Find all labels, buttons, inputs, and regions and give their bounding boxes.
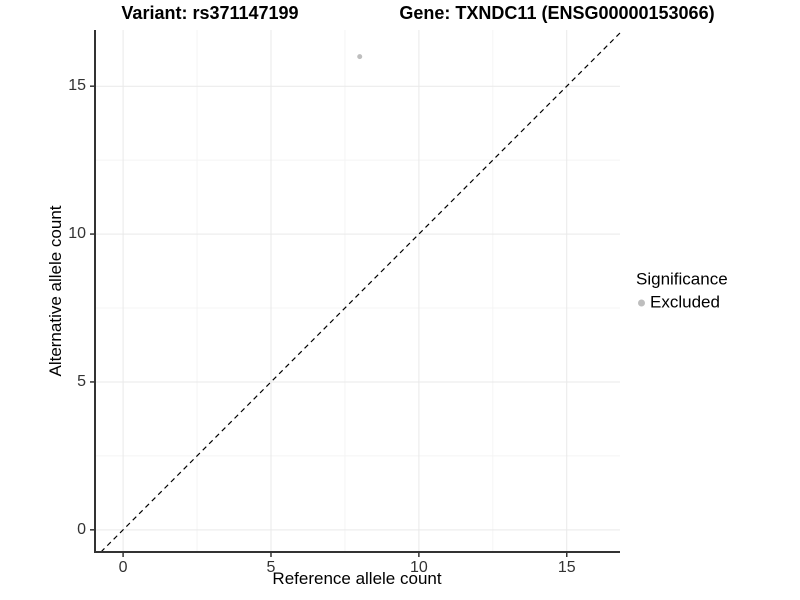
plot-title-gene: Gene: TXNDC11 (ENSG00000153066)	[399, 3, 715, 23]
y-tick-label: 15	[68, 77, 86, 95]
y-axis-label: Alternative allele count	[46, 205, 65, 377]
y-tick-label: 10	[68, 225, 86, 243]
excluded-point-icon	[638, 299, 645, 306]
x-tick-label: 10	[409, 559, 428, 576]
data-point-excluded	[357, 54, 363, 60]
plot-title-variant: Variant: rs371147199	[121, 3, 299, 23]
y-tick-label: 0	[77, 520, 86, 538]
x-tick-label: 5	[266, 559, 276, 576]
legend: Significance Excluded	[636, 270, 728, 313]
identity-dashed-line	[100, 32, 621, 553]
x-tick-label: 15	[557, 559, 576, 576]
legend-title: Significance	[636, 269, 728, 289]
x-axis-label: Reference allele count	[272, 569, 442, 588]
legend-entry-label: Excluded	[650, 292, 720, 312]
y-tick-label: 5	[77, 372, 86, 390]
legend-entry-excluded: Excluded	[636, 293, 728, 313]
x-tick-label: 0	[118, 559, 128, 576]
